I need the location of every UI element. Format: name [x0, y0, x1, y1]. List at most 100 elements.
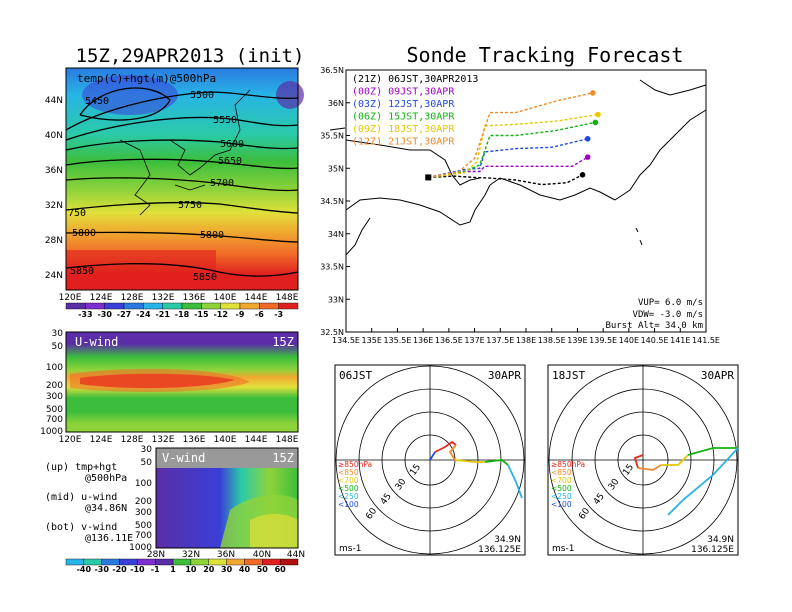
lon-tick-label: 141.5E: [692, 336, 720, 345]
lon-tick-label: 132E: [152, 435, 175, 445]
colorbar-label: -33: [78, 310, 92, 319]
colorbar-swatch: [143, 302, 163, 310]
u-wind-panel: U-wind 15Z 30 50 100 200 300 500 700 100…: [40, 329, 299, 445]
height-contours: [65, 87, 299, 277]
hodograph-legend-entry: <500: [551, 484, 572, 493]
lat-tick-label: 40N: [45, 131, 63, 141]
colorbar-label: 30: [221, 565, 233, 574]
lon-tick-label: 140.5E: [641, 336, 669, 345]
lat-tick-label: 44N: [45, 96, 63, 106]
colorbar-swatch: [123, 302, 144, 310]
u-wind-lon-axis: 120E 124E 128E 132E 136E 140E 144E 148E: [59, 435, 299, 445]
track-line: [428, 174, 583, 186]
temp-colorbar: -33 -30 -27 -24 -21 -18 -15 -12 -9 -6 -3: [65, 302, 299, 319]
hodograph-date: 30APR: [488, 369, 521, 382]
hodograph-left: 06JST 30APR15304560≥850hPa<850<700<500<25…: [334, 364, 526, 556]
hodograph-time: 06JST: [339, 369, 372, 382]
lat-tick-label: 33.5N: [320, 263, 344, 272]
lon-tick-label: 120E: [59, 293, 82, 303]
level-tick-label: 100: [46, 363, 63, 373]
hodograph-trace: [429, 451, 436, 461]
lat-tick-label: 40N: [253, 550, 271, 560]
colorbar-swatch: [279, 558, 299, 566]
hodograph-legend-entry: <250: [551, 492, 572, 501]
hodograph-trace: [484, 459, 509, 466]
landing-point: [592, 119, 599, 126]
map-lon-axis: 120E 124E 128E 132E 136E 140E 144E 148E: [59, 293, 299, 303]
hodograph-legend-entry: ≥850hPa: [551, 460, 585, 469]
colorbar-label: -9: [236, 310, 245, 319]
landing-point: [584, 154, 591, 160]
v-wind-panel: V-wind 15Z 30 50 100 200 300 500 700 100…: [129, 445, 305, 560]
colorbar-label: -30: [97, 310, 112, 319]
lon-tick-label: 136E: [413, 336, 433, 345]
colorbar-label: -18: [175, 310, 190, 319]
hodograph-lon: 136.125E: [478, 545, 521, 555]
lat-tick-label: 28N: [147, 550, 165, 560]
v-wind-label: V-wind: [162, 451, 205, 465]
note-line: @136.11E: [85, 533, 133, 544]
contour-label: 5800: [200, 230, 224, 241]
lon-tick-label: 144E: [245, 435, 268, 445]
lon-tick-label: 148E: [276, 435, 299, 445]
lat-tick-label: 32N: [182, 550, 200, 560]
contour-label: 5500: [190, 90, 214, 101]
hodograph-trace: [637, 464, 662, 471]
v-wind-lat-axis: 28N 32N 36N 40N 44N: [147, 550, 305, 560]
lon-tick-label: 141E: [670, 336, 690, 345]
lon-tick-label: 120E: [59, 435, 82, 445]
temp-map-panel: 5450 5500 5550 5600 5650 5700 5750 5800 …: [45, 67, 304, 303]
hodograph-legend-entry: <100: [338, 500, 359, 509]
lat-tick-label: 35N: [328, 164, 344, 173]
level-tick-label: 300: [135, 508, 152, 518]
colorbar-label: 40: [239, 565, 251, 574]
lon-tick-label: 128E: [121, 435, 144, 445]
hodograph-lat: 34.9N: [707, 535, 734, 545]
tracking-lon-axis: 134.5E 135E 135.5E 136E 136.5E 137E 137.5E 138E…: [332, 328, 720, 345]
colorbar-label: -10: [130, 565, 145, 574]
level-tick-label: 100: [135, 479, 152, 489]
panel-legend-notes: (up) tmp+hgt @500hPa (mid) u-wind @34.86…: [45, 462, 133, 544]
contour-label: 5850: [70, 266, 94, 277]
contour-label: 5650: [218, 156, 242, 167]
track-line: [428, 156, 589, 179]
colorbar-swatch: [278, 302, 299, 310]
lat-tick-label: 24N: [45, 271, 63, 281]
map-frame: [65, 67, 299, 291]
hodograph-legend-entry: <100: [551, 500, 572, 509]
hodograph-trace: [661, 454, 689, 466]
hodograph-unit: ms-1: [552, 544, 574, 554]
track-lines: [425, 90, 601, 186]
lon-tick-label: 124E: [90, 293, 113, 303]
hodograph-legend-entry: <250: [338, 492, 359, 501]
track-line: [428, 92, 594, 179]
colorbar-label: -21: [155, 310, 170, 319]
colorbar-label: -30: [94, 565, 109, 574]
lat-tick-label: 36N: [45, 166, 63, 176]
lat-tick-label: 32.5N: [320, 328, 344, 337]
lat-tick-label: 36N: [217, 550, 235, 560]
right-title: Sonde Tracking Forecast: [407, 43, 684, 67]
launch-site: [425, 174, 432, 181]
colorbar-label: -40: [77, 565, 92, 574]
hodograph-trace: [687, 447, 738, 456]
hodograph-trace: [667, 447, 739, 516]
track-legend-entry: (03Z) 12JST,30APR: [352, 99, 455, 110]
lon-tick-label: 135.5E: [383, 336, 411, 345]
lon-tick-label: 137.5E: [486, 336, 514, 345]
lon-tick-label: 144E: [245, 293, 268, 303]
level-tick-label: 300: [46, 392, 63, 402]
cold-core-east: [276, 81, 304, 109]
level-tick-label: 50: [52, 342, 64, 352]
hodograph-trace: [454, 459, 485, 463]
hodograph-legend-entry: <850: [338, 468, 359, 477]
colorbar-swatch: [65, 302, 86, 310]
contour-label: 5550: [213, 115, 237, 126]
u-wind-label: U-wind: [75, 335, 118, 349]
note-line: (bot) v-wind: [45, 522, 117, 533]
level-tick-label: 50: [141, 458, 153, 468]
level-tick-label: 30: [52, 329, 64, 339]
track-legend-entry: (06Z) 15JST,30APR: [352, 112, 455, 123]
hodograph-lat: 34.9N: [494, 535, 521, 545]
